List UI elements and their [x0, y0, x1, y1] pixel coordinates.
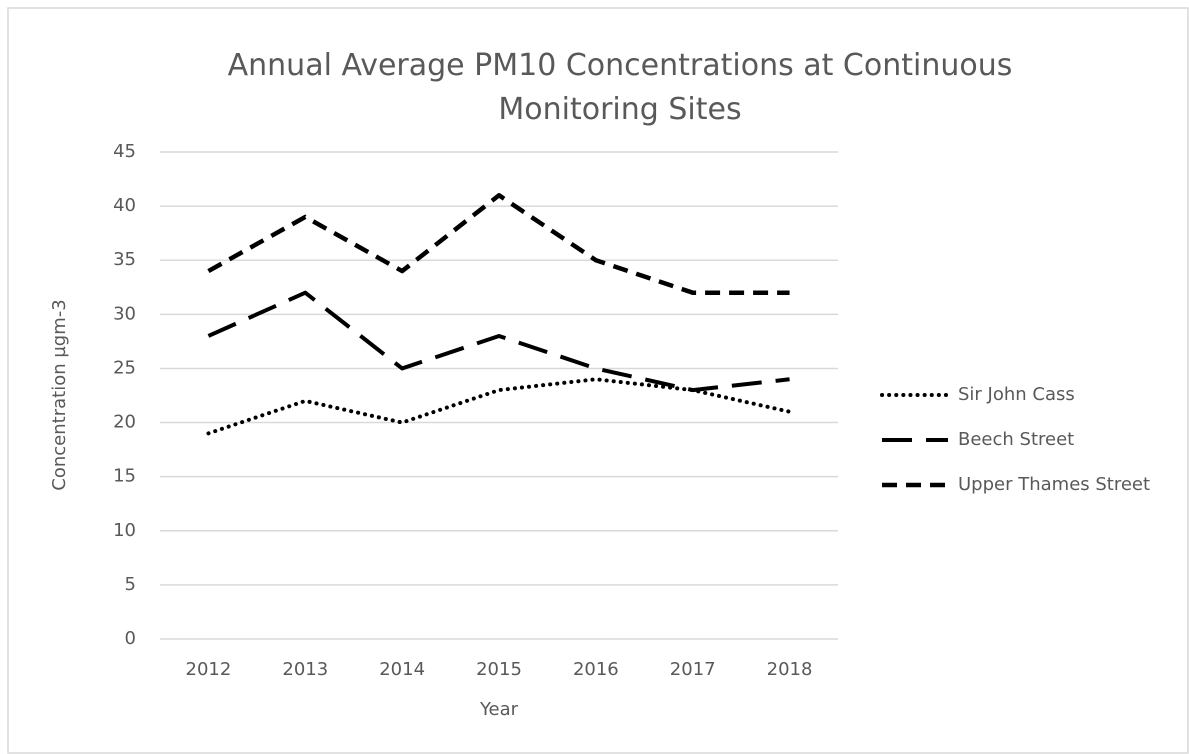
y-tick-label: 25: [113, 357, 136, 378]
y-tick-label: 40: [113, 195, 136, 216]
legend-label: Upper Thames Street: [958, 474, 1150, 495]
legend-label: Beech Street: [958, 429, 1074, 450]
y-axis-label: Concentration µgm-3: [49, 299, 70, 490]
x-tick-label: 2018: [767, 659, 813, 680]
x-tick-label: 2012: [186, 659, 232, 680]
line-series: [207, 193, 790, 295]
x-axis-label: Year: [479, 699, 519, 720]
y-tick-label: 30: [113, 303, 136, 324]
legend-label: Sir John Cass: [958, 384, 1075, 405]
line-series: [207, 290, 790, 393]
x-tick-label: 2013: [282, 659, 328, 680]
y-tick-label: 15: [113, 466, 136, 487]
y-tick-label: 35: [113, 249, 136, 270]
y-tick-label: 20: [113, 412, 136, 433]
chart-border: [7, 7, 1189, 754]
x-tick-label: 2015: [476, 659, 522, 680]
y-tick-label: 45: [113, 141, 136, 162]
y-tick-label: 10: [113, 520, 136, 541]
y-tick-label: 5: [125, 574, 136, 595]
y-tick-label: 0: [125, 628, 136, 649]
x-tick-label: 2016: [573, 659, 619, 680]
x-tick-label: 2017: [670, 659, 716, 680]
chart-title: Annual Average PM10 Concentrations at Co…: [227, 48, 1013, 127]
x-tick-label: 2014: [379, 659, 425, 680]
